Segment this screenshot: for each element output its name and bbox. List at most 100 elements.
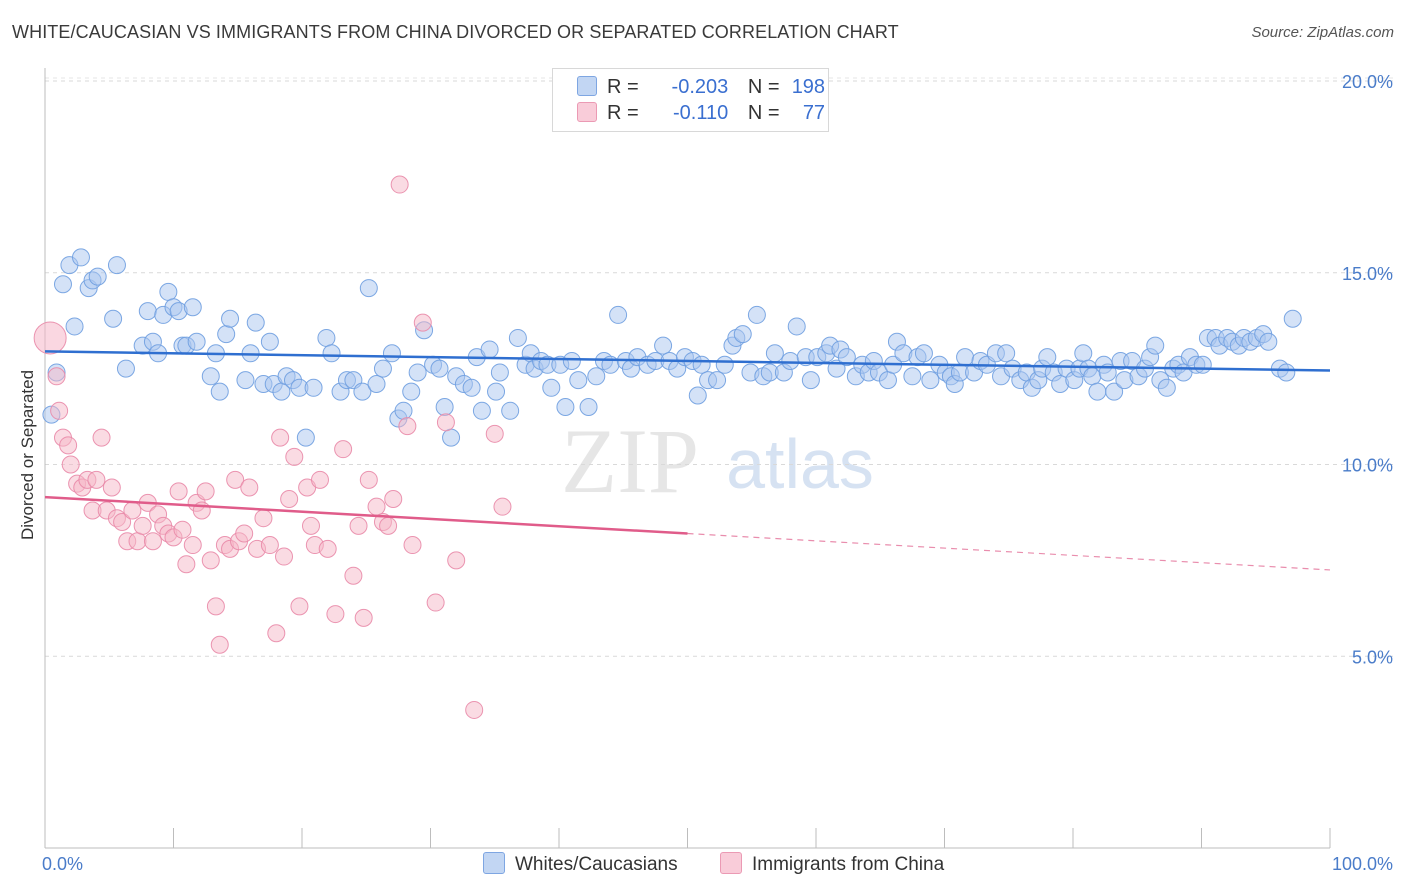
legend-n-value: 77 [802,102,826,124]
legend-r-value: -0.110 [673,102,729,124]
point-whites [472,401,491,420]
point-china [426,593,445,612]
point-whites [487,382,506,401]
point-china [493,497,512,516]
y-tick-label: 20.0% [1342,72,1393,92]
y-tick-label: 15.0% [1342,264,1393,284]
legend-r-label: R = [607,76,639,98]
point-whites [260,332,279,351]
point-whites [692,355,711,374]
point-china [271,428,290,447]
point-whites [107,256,126,275]
point-whites [914,344,933,363]
source-label: Source: ZipAtlas.com [1251,24,1394,41]
point-china [254,509,273,528]
point-china [275,547,294,566]
point-whites [394,401,413,420]
point-whites [501,401,520,420]
chart-title: WHITE/CAUCASIAN VS IMMIGRANTS FROM CHINA… [12,22,899,42]
legend-r-value: -0.203 [671,76,729,98]
point-china [384,490,403,509]
point-whites [508,328,527,347]
point-whites [1088,382,1107,401]
point-china [436,413,455,432]
point-whites [138,302,157,321]
point-whites [353,382,372,401]
point-whites [837,348,856,367]
point-china [47,367,66,386]
point-whites [65,317,84,336]
point-china [196,482,215,501]
trend-line-china-extrapolated [687,532,1331,571]
point-whites [217,325,236,344]
correlation-legend: R = -0.203 N = 198 R = -0.110 N = 77 [552,68,829,132]
point-whites [1105,382,1124,401]
point-whites [1283,309,1302,328]
point-whites [781,351,800,370]
point-whites [88,267,107,286]
x-tick-label-end: 100.0% [1332,854,1393,874]
point-whites [956,348,975,367]
point-whites [1259,332,1278,351]
point-whites [878,371,897,390]
point-china [403,536,422,555]
point-china [310,470,329,489]
point-whites [1193,355,1212,374]
point-china [143,532,162,551]
point-whites [801,371,820,390]
legend-n-label: N = [747,76,780,98]
point-whites [71,248,90,267]
point-china [447,551,466,570]
point-whites [715,355,734,374]
point-china [113,513,132,532]
bottom-legend-label-china: Immigrants from China [752,854,945,875]
point-whites [609,305,628,324]
point-whites [787,317,806,336]
point-china [50,401,69,420]
point-china [485,424,504,443]
point-whites [187,332,206,351]
point-china [290,597,309,616]
point-whites [542,378,561,397]
point-whites [236,371,255,390]
point-whites [587,367,606,386]
legend-swatch-china [577,102,597,122]
point-china [183,536,202,555]
point-whites [317,328,336,347]
point-whites [1146,336,1165,355]
point-china [301,516,320,535]
point-whites [1157,378,1176,397]
point-china [465,700,484,719]
point-whites [556,397,575,416]
trend-lines [44,350,1331,571]
point-china [87,470,106,489]
point-whites [435,397,454,416]
point-whites [183,298,202,317]
point-china [201,551,220,570]
legend-r-label: R = [607,102,639,124]
point-china [390,175,409,194]
point-china [177,555,196,574]
series-china-points [33,175,512,719]
point-china [326,605,345,624]
point-china [173,520,192,539]
point-china [59,436,78,455]
point-china [206,597,225,616]
point-whites [765,344,784,363]
axes [44,68,1331,849]
watermark: ZIP atlas [561,410,874,512]
point-whites [569,371,588,390]
point-whites [359,279,378,298]
point-whites [296,428,315,447]
point-china [61,455,80,474]
point-whites [159,282,178,301]
point-whites [430,359,449,378]
point-china [235,524,254,543]
point-china [226,470,245,489]
point-china [92,428,111,447]
point-china [354,608,373,627]
point-whites [490,363,509,382]
point-china [344,566,363,585]
bottom-legend-swatch-whites [483,852,505,874]
